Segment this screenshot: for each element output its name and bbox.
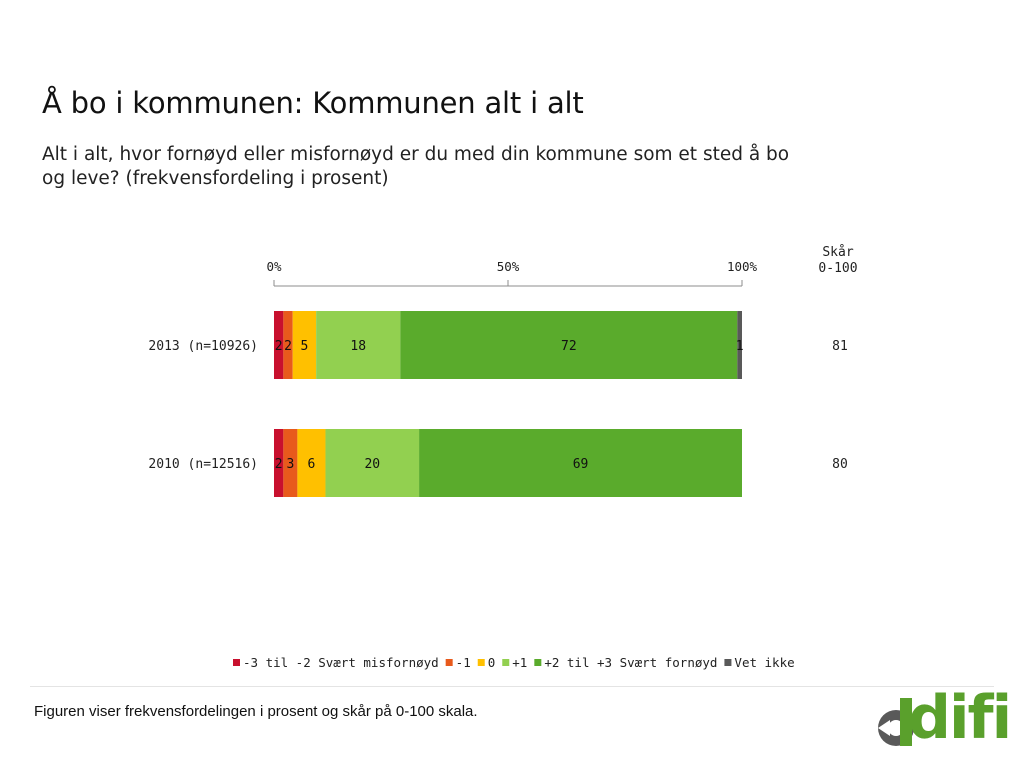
figure-caption: Figuren viser frekvensfordelingen i pros… (34, 703, 478, 720)
legend-label: -1 (456, 655, 471, 670)
data-label: 72 (561, 339, 577, 354)
legend-label: +1 (512, 655, 527, 670)
bar-segment (283, 311, 293, 379)
legend-swatch (724, 659, 732, 666)
x-tick-label: 50% (497, 259, 520, 274)
legend-label: +2 til +3 Svært fornøyd (544, 655, 717, 670)
score-header: Skår (822, 245, 853, 260)
legend-swatch (502, 659, 510, 666)
data-label: 3 (286, 457, 294, 472)
bar-segment (283, 429, 298, 497)
page-title: Å bo i kommunen: Kommunen alt i alt (42, 86, 584, 120)
footer-divider (30, 686, 994, 687)
x-tick-label: 0% (266, 259, 282, 274)
legend-swatch (445, 659, 453, 666)
difi-logo: difi (874, 686, 1012, 754)
data-label: 6 (308, 457, 316, 472)
logo-text: difi (908, 683, 1012, 753)
data-label: 5 (301, 339, 309, 354)
data-label: 2 (275, 339, 283, 354)
legend-label: Vet ikke (734, 655, 794, 670)
legend-label: -3 til -2 Svært misfornøyd (243, 655, 439, 670)
legend-label: 0 (488, 655, 496, 670)
legend-swatch (477, 659, 485, 666)
score-value: 81 (832, 339, 848, 354)
bar-segment (737, 311, 742, 379)
difi-logo-mark (878, 698, 914, 746)
bar-segment (400, 311, 738, 379)
score-header: 0-100 (818, 261, 857, 276)
x-tick-label: 100% (727, 259, 758, 274)
bar-segment (316, 311, 401, 379)
data-label: 20 (364, 457, 380, 472)
legend-swatch (534, 659, 542, 666)
bar-segment (297, 429, 326, 497)
chart-subtitle: Alt i alt, hvor fornøyd eller misfornøyd… (42, 144, 790, 189)
bar-segment (274, 429, 284, 497)
bar-segment (325, 429, 420, 497)
score-value: 80 (832, 457, 848, 472)
bar-segment (419, 429, 742, 497)
data-label: 2 (284, 339, 292, 354)
data-label: 18 (350, 339, 366, 354)
data-label: 1 (736, 339, 744, 354)
legend-swatch (233, 659, 240, 666)
bar-segment (292, 311, 317, 379)
category-label: 2010 (n=12516) (148, 457, 258, 472)
data-label: 2 (275, 457, 283, 472)
bar-segment (274, 311, 284, 379)
data-label: 69 (573, 457, 589, 472)
category-label: 2013 (n=10926) (148, 339, 258, 354)
